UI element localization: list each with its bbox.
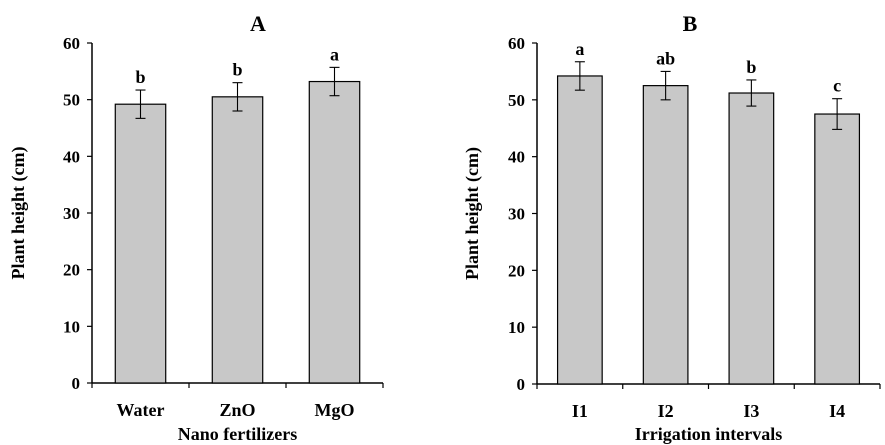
bar-MgO <box>308 80 361 384</box>
y-tick-label: 0 <box>517 375 526 394</box>
x-tick-label: I2 <box>658 401 674 421</box>
x-tick-label: Water <box>117 400 165 420</box>
significance-letter: b <box>746 57 756 77</box>
bar-I2 <box>642 85 689 385</box>
bar-Water <box>114 103 167 384</box>
y-tick-label: 10 <box>508 318 525 337</box>
y-tick-label: 60 <box>508 34 525 53</box>
y-tick-label: 50 <box>63 91 80 110</box>
x-tick-label: MgO <box>315 400 355 420</box>
y-tick-label: 30 <box>63 204 80 223</box>
chart-A: 0 10 20 30 40 50 60 b Water b ZnO a MgO A Nano fertili… <box>8 11 384 444</box>
bar-I4 <box>814 113 861 385</box>
y-tick-label: 0 <box>72 374 81 393</box>
y-tick-label: 30 <box>508 205 525 224</box>
bar-I1 <box>556 75 603 385</box>
y-axis-label: Plant height (cm) <box>462 147 483 280</box>
bar-ZnO <box>211 96 264 384</box>
x-tick-label: ZnO <box>219 400 255 420</box>
chart-title: B <box>683 11 698 36</box>
x-axis-label: Nano fertilizers <box>178 424 297 444</box>
y-tick-label: 40 <box>508 148 525 167</box>
y-tick-label: 40 <box>63 147 80 166</box>
y-axis-label: Plant height (cm) <box>8 147 29 280</box>
y-tick-label: 60 <box>63 34 80 53</box>
bar-I3 <box>728 92 775 385</box>
y-tick-label: 20 <box>63 261 80 280</box>
significance-letter: b <box>232 60 242 80</box>
significance-letter: c <box>833 76 841 96</box>
y-tick-label: 10 <box>63 317 80 336</box>
x-axis-label: Irrigation intervals <box>635 424 782 444</box>
x-tick-label: I3 <box>743 401 759 421</box>
x-tick-label: I4 <box>829 401 845 421</box>
y-tick-label: 20 <box>508 261 525 280</box>
chart-B: 0 10 20 30 40 50 60 a I1 ab I2 b I3 c I4 B Irrigation in… <box>462 11 881 444</box>
significance-letter: a <box>575 39 584 59</box>
significance-letter: ab <box>656 48 675 68</box>
significance-letter: b <box>135 67 145 87</box>
x-tick-label: I1 <box>572 401 588 421</box>
y-tick-label: 50 <box>508 91 525 110</box>
significance-letter: a <box>330 44 339 64</box>
chart-title: A <box>250 11 266 36</box>
